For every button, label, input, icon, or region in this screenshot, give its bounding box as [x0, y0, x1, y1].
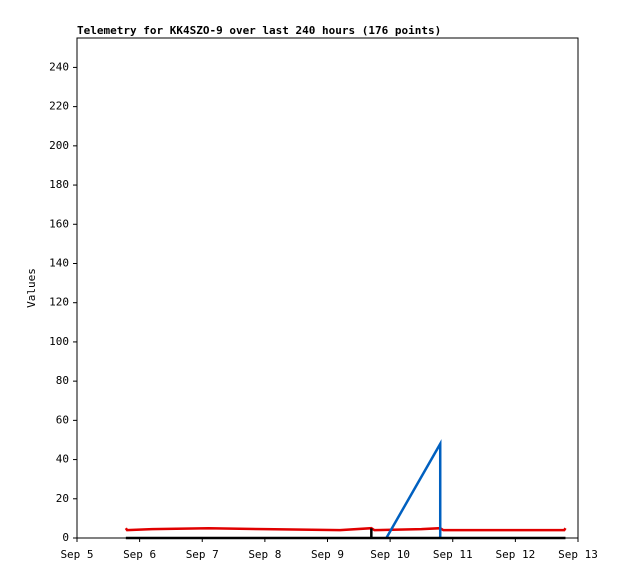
y-tick-label: 100 [49, 335, 69, 348]
x-tick-label: Sep 12 [496, 548, 536, 561]
x-tick-label: Sep 9 [311, 548, 344, 561]
plot-frame [76, 37, 579, 539]
chart-title: Telemetry for KK4SZO-9 over last 240 hou… [77, 24, 441, 37]
y-tick-label: 60 [56, 413, 69, 426]
y-tick-label: 180 [49, 178, 69, 191]
x-tick-label: Sep 13 [558, 548, 598, 561]
x-tick-label: Sep 7 [186, 548, 219, 561]
x-tick-label: Sep 6 [123, 548, 156, 561]
x-tick-label: Sep 8 [248, 548, 281, 561]
y-tick-label: 80 [56, 374, 69, 387]
y-tick-label: 40 [56, 453, 69, 466]
y-tick-label: 140 [49, 256, 69, 269]
series-line [385, 439, 442, 539]
series-line [124, 526, 567, 532]
series-line [125, 528, 566, 540]
y-tick-label: 0 [62, 531, 69, 544]
y-tick-label: 160 [49, 217, 69, 230]
y-tick-label: 20 [56, 492, 69, 505]
y-tick-label: 240 [49, 60, 69, 73]
y-tick-label: 120 [49, 296, 69, 309]
x-tick-label: Sep 5 [60, 548, 93, 561]
x-tick-label: Sep 11 [433, 548, 473, 561]
y-axis-label: Values [25, 268, 38, 308]
y-tick-label: 220 [49, 100, 69, 113]
x-tick-label: Sep 10 [370, 548, 410, 561]
y-tick-label: 200 [49, 139, 69, 152]
